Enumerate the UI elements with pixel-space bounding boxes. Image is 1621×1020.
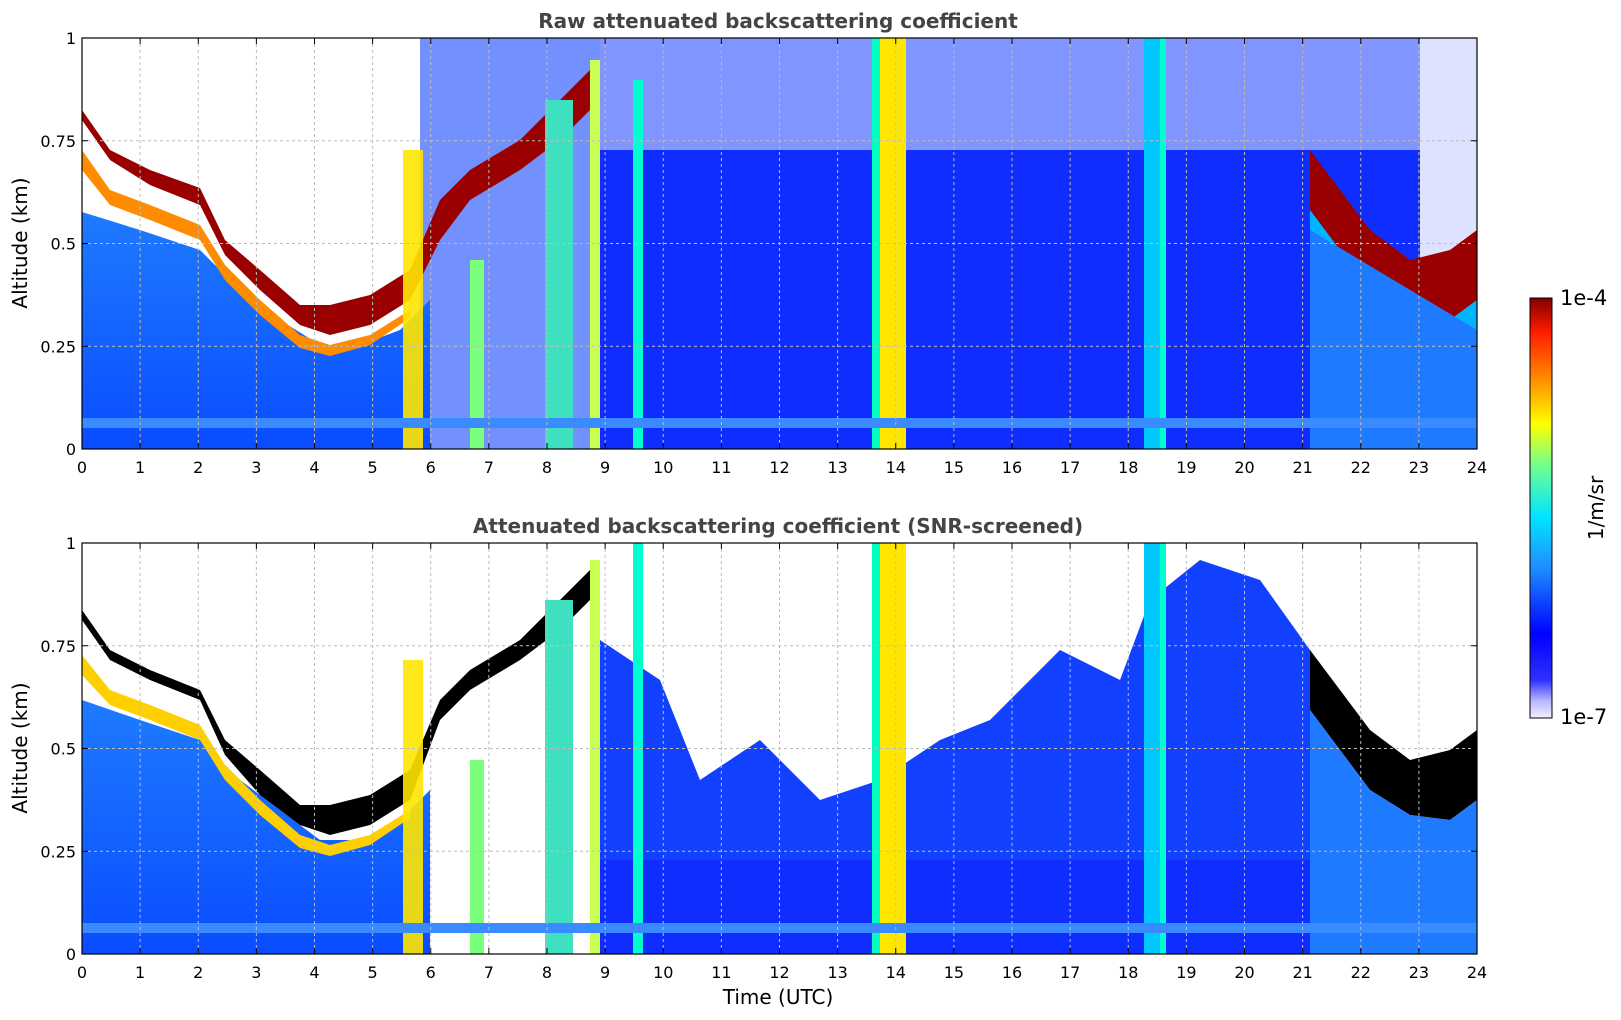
raw-x-tick-label: 16 <box>1002 458 1022 477</box>
screened-x-tick-label: 16 <box>1002 963 1022 982</box>
screened-x-tick-label: 13 <box>827 963 847 982</box>
raw-x-tick-label: 11 <box>711 458 731 477</box>
screened-x-tick-label: 14 <box>886 963 906 982</box>
screened-grid <box>82 543 1477 954</box>
raw-x-tick-label: 12 <box>769 458 789 477</box>
raw-x-tick-label: 9 <box>600 458 610 477</box>
raw-x-tick-label: 20 <box>1234 458 1254 477</box>
raw-x-tick-label: 19 <box>1176 458 1196 477</box>
colorbar-gradient <box>1529 297 1553 719</box>
screened-x-tick-label: 0 <box>77 963 87 982</box>
raw-x-ticks: 0 1 2 3 4 5 6 7 8 9 10 11 12 13 14 15 16 17 18 19 20 21 22 23 24 <box>77 38 1487 477</box>
raw-x-tick-label: 1 <box>135 458 145 477</box>
raw-x-tick-label: 21 <box>1292 458 1312 477</box>
raw-x-tick-label: 17 <box>1060 458 1080 477</box>
colorbar-max-label: 1e-4 <box>1560 286 1607 310</box>
raw-y-tick-label: 1 <box>66 29 76 48</box>
raw-x-tick-label: 5 <box>368 458 378 477</box>
screened-y-tick-label: 0 <box>66 945 76 964</box>
screened-x-tick-label: 4 <box>309 963 319 982</box>
raw-y-axis-label: Altitude (km) <box>8 177 32 308</box>
screened-x-tick-label: 5 <box>368 963 378 982</box>
screened-x-tick-label: 6 <box>426 963 436 982</box>
screened-x-tick-label: 1 <box>135 963 145 982</box>
colorbar-unit-label: 1/m/sr <box>1584 475 1608 540</box>
screened-x-tick-label: 18 <box>1118 963 1138 982</box>
raw-y-ticks: 0 0.25 0.5 0.75 1 <box>40 29 1477 459</box>
raw-x-tick-label: 3 <box>251 458 261 477</box>
screened-x-tick-label: 24 <box>1467 963 1487 982</box>
x-axis-label: Time (UTC) <box>722 985 834 1009</box>
raw-x-tick-label: 8 <box>542 458 552 477</box>
panel-raw: Raw attenuated backscattering coefficien… <box>8 9 1487 477</box>
screened-panel-title: Attenuated backscattering coefficient (S… <box>473 514 1083 538</box>
raw-x-tick-label: 22 <box>1351 458 1371 477</box>
raw-panel-title: Raw attenuated backscattering coefficien… <box>538 9 1018 33</box>
raw-x-tick-label: 10 <box>653 458 673 477</box>
screened-x-tick-label: 20 <box>1234 963 1254 982</box>
screened-x-tick-label: 21 <box>1292 963 1312 982</box>
raw-y-tick-label: 0.5 <box>51 235 76 254</box>
raw-y-tick-label: 0 <box>66 440 76 459</box>
screened-y-tick-label: 1 <box>66 534 76 553</box>
raw-x-tick-label: 24 <box>1467 458 1487 477</box>
screened-y-tick-label: 0.5 <box>51 740 76 759</box>
panel-screened: Attenuated backscattering coefficient (S… <box>8 514 1487 1009</box>
screened-x-tick-label: 10 <box>653 963 673 982</box>
screened-x-ticks: 0 1 2 3 4 5 6 7 8 9 10 11 12 13 14 15 16 17 18 19 20 21 22 23 24 <box>77 543 1487 982</box>
screened-y-tick-label: 0.75 <box>40 637 76 656</box>
screened-x-tick-label: 7 <box>484 963 494 982</box>
screened-y-tick-label: 0.25 <box>40 842 76 861</box>
raw-grid <box>82 38 1477 449</box>
raw-x-tick-label: 13 <box>827 458 847 477</box>
screened-x-tick-label: 22 <box>1351 963 1371 982</box>
screened-y-ticks: 0 0.25 0.5 0.75 1 <box>40 534 1477 964</box>
screened-x-tick-label: 8 <box>542 963 552 982</box>
screened-x-tick-label: 12 <box>769 963 789 982</box>
screened-x-tick-label: 19 <box>1176 963 1196 982</box>
raw-x-tick-label: 14 <box>886 458 906 477</box>
raw-x-tick-label: 4 <box>309 458 319 477</box>
raw-x-tick-label: 0 <box>77 458 87 477</box>
screened-x-tick-label: 9 <box>600 963 610 982</box>
raw-y-tick-label: 0.25 <box>40 337 76 356</box>
raw-x-tick-label: 15 <box>944 458 964 477</box>
raw-x-tick-label: 7 <box>484 458 494 477</box>
screened-x-tick-label: 2 <box>193 963 203 982</box>
screened-x-tick-label: 23 <box>1409 963 1429 982</box>
raw-x-tick-label: 18 <box>1118 458 1138 477</box>
colorbar: 1e-4 1e-7 1/m/sr <box>1529 286 1608 729</box>
screened-y-axis-label: Altitude (km) <box>8 682 32 813</box>
screened-x-tick-label: 15 <box>944 963 964 982</box>
screened-x-tick-label: 11 <box>711 963 731 982</box>
screened-x-tick-label: 3 <box>251 963 261 982</box>
raw-x-tick-label: 23 <box>1409 458 1429 477</box>
screened-x-tick-label: 17 <box>1060 963 1080 982</box>
colorbar-min-label: 1e-7 <box>1560 705 1607 729</box>
raw-y-tick-label: 0.75 <box>40 132 76 151</box>
raw-x-tick-label: 6 <box>426 458 436 477</box>
raw-x-tick-label: 2 <box>193 458 203 477</box>
